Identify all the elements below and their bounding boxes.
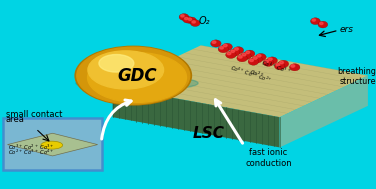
Text: area: area bbox=[6, 115, 24, 124]
Ellipse shape bbox=[220, 47, 223, 49]
Ellipse shape bbox=[181, 15, 184, 17]
Ellipse shape bbox=[268, 58, 272, 60]
Ellipse shape bbox=[320, 22, 323, 25]
Text: fast ionic
conduction: fast ionic conduction bbox=[245, 148, 292, 167]
Ellipse shape bbox=[212, 41, 216, 43]
Ellipse shape bbox=[274, 63, 285, 70]
Circle shape bbox=[88, 53, 186, 102]
Ellipse shape bbox=[291, 65, 295, 67]
Ellipse shape bbox=[280, 61, 284, 64]
Text: small contact: small contact bbox=[6, 110, 62, 119]
Ellipse shape bbox=[233, 47, 244, 54]
Ellipse shape bbox=[290, 64, 300, 71]
Text: GDC: GDC bbox=[117, 67, 157, 85]
Circle shape bbox=[77, 47, 190, 104]
Ellipse shape bbox=[265, 60, 268, 63]
Text: ers: ers bbox=[340, 25, 354, 34]
Ellipse shape bbox=[186, 17, 196, 24]
Text: LSC: LSC bbox=[193, 126, 224, 141]
Circle shape bbox=[75, 46, 191, 105]
Ellipse shape bbox=[41, 141, 63, 149]
Ellipse shape bbox=[267, 57, 277, 64]
Circle shape bbox=[88, 51, 164, 89]
Ellipse shape bbox=[223, 44, 227, 47]
FancyBboxPatch shape bbox=[3, 118, 102, 170]
Ellipse shape bbox=[252, 56, 262, 63]
Ellipse shape bbox=[188, 18, 192, 20]
Ellipse shape bbox=[222, 43, 232, 50]
Ellipse shape bbox=[312, 19, 315, 21]
Polygon shape bbox=[280, 76, 368, 147]
Text: $Co^{4+}\ Co^{3+}\ Co^{2+}$: $Co^{4+}\ Co^{3+}\ Co^{2+}$ bbox=[229, 64, 274, 86]
Text: $Co^{2+}\ Co^{3+}\ Co^{4+}$: $Co^{2+}\ Co^{3+}\ Co^{4+}$ bbox=[8, 147, 54, 157]
Ellipse shape bbox=[185, 17, 188, 20]
Ellipse shape bbox=[276, 64, 280, 66]
Ellipse shape bbox=[76, 76, 198, 91]
Ellipse shape bbox=[311, 18, 320, 25]
Ellipse shape bbox=[211, 40, 221, 47]
Ellipse shape bbox=[248, 58, 259, 65]
Text: $Co^{4+}\ Co^{3+}$: $Co^{4+}\ Co^{3+}$ bbox=[260, 58, 292, 77]
Ellipse shape bbox=[192, 21, 196, 23]
Ellipse shape bbox=[218, 46, 229, 53]
Ellipse shape bbox=[318, 21, 328, 28]
Ellipse shape bbox=[256, 53, 266, 61]
Polygon shape bbox=[113, 87, 280, 147]
Ellipse shape bbox=[241, 52, 251, 60]
Ellipse shape bbox=[263, 59, 274, 66]
Ellipse shape bbox=[244, 50, 255, 57]
Ellipse shape bbox=[179, 14, 189, 20]
Ellipse shape bbox=[250, 59, 253, 62]
Ellipse shape bbox=[183, 16, 193, 23]
Ellipse shape bbox=[237, 55, 247, 62]
Circle shape bbox=[99, 54, 134, 72]
Ellipse shape bbox=[231, 50, 235, 52]
Ellipse shape bbox=[227, 52, 231, 55]
Text: $Co^{3+}\ Co^{2+}\ Co^{3+}$: $Co^{3+}\ Co^{2+}\ Co^{3+}$ bbox=[8, 143, 54, 153]
Ellipse shape bbox=[190, 20, 200, 26]
Text: breathing
structure: breathing structure bbox=[337, 67, 376, 86]
Ellipse shape bbox=[246, 51, 250, 54]
Ellipse shape bbox=[229, 49, 240, 56]
Ellipse shape bbox=[235, 48, 238, 50]
Ellipse shape bbox=[278, 60, 289, 67]
Ellipse shape bbox=[238, 56, 242, 58]
Ellipse shape bbox=[242, 53, 246, 56]
Text: $Co^{2+}$: $Co^{2+}$ bbox=[249, 67, 266, 81]
Polygon shape bbox=[8, 133, 98, 156]
Text: O₂: O₂ bbox=[199, 16, 211, 26]
Ellipse shape bbox=[226, 51, 236, 58]
Ellipse shape bbox=[257, 54, 261, 57]
Polygon shape bbox=[113, 45, 368, 117]
Ellipse shape bbox=[253, 57, 257, 59]
